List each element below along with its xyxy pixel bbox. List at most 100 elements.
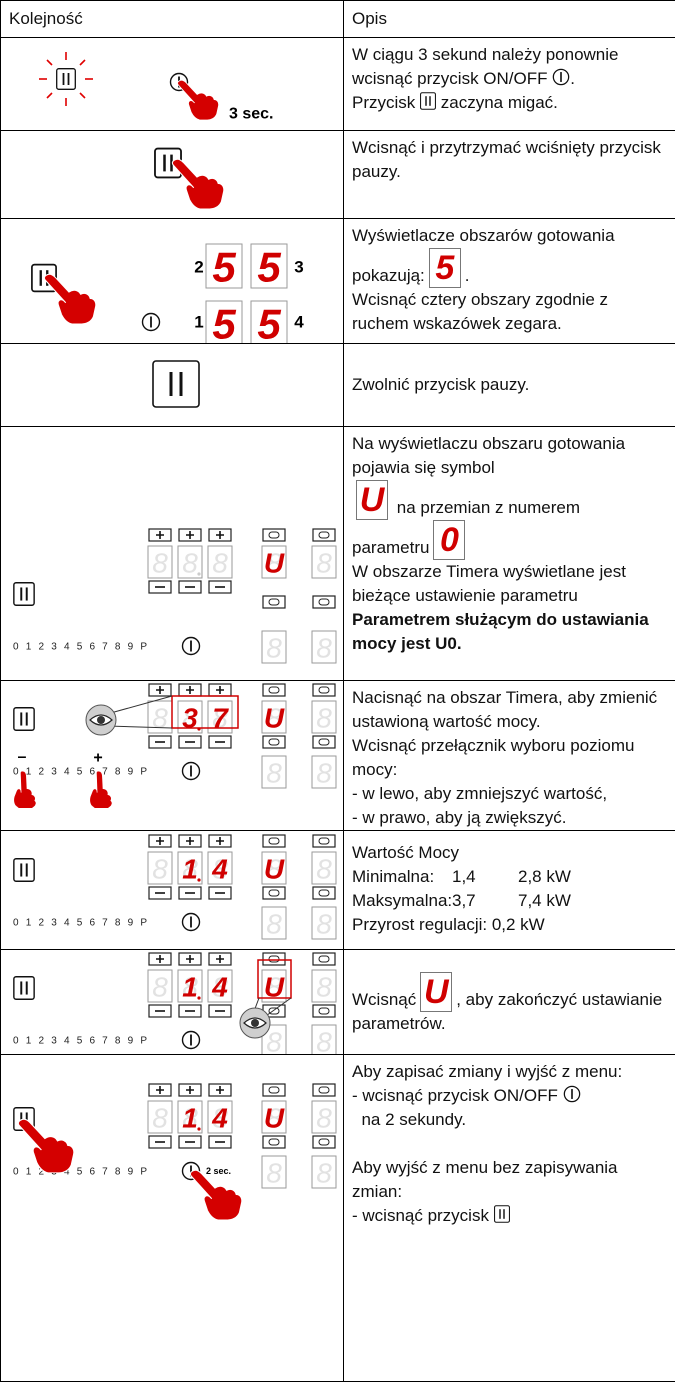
power-scale: 0 1 2 3 4 5 6 7 8 9 P	[13, 1167, 149, 1178]
display-icon: U	[420, 972, 452, 1012]
timer-button	[313, 596, 335, 608]
timer-button	[263, 835, 285, 847]
eye-icon	[251, 1019, 259, 1027]
description-cell: Wyświetlacze obszarów gotowania pokazują…	[344, 219, 675, 344]
description: Aby zapisać zmiany i wyjść z menu:	[352, 1062, 622, 1081]
display-ghost: 8	[316, 548, 332, 579]
description-cell: Wcisnąć i przytrzymać wciśnięty przycisk…	[344, 131, 675, 219]
timer-button	[313, 529, 335, 541]
hand	[18, 1119, 74, 1173]
description: Minimalna:	[352, 865, 452, 889]
display-ghost: 8	[182, 548, 198, 579]
duration-label: 3 sec.	[229, 106, 273, 123]
plus-label: +	[93, 750, 102, 767]
display-digit: 3	[182, 703, 198, 734]
onoff-button	[183, 1032, 200, 1049]
display-digit: 5	[257, 244, 281, 291]
timer-button	[313, 1005, 335, 1017]
display-ghost: 8	[152, 1103, 168, 1134]
zone-number: 1	[194, 313, 203, 332]
display-digit: 1	[182, 1103, 198, 1134]
description-cell: W ciągu 3 sekund należy ponownie wcisnąć…	[344, 38, 675, 131]
display-icon: 0	[433, 520, 465, 560]
timer-button	[263, 529, 285, 541]
description: Przycisk	[352, 93, 415, 112]
power-scale: 0 1 2 3 4 5 6 7 8 9 P	[13, 642, 149, 653]
timer-button	[263, 1136, 285, 1148]
description: Wartość Mocy	[352, 843, 459, 862]
timer-button	[263, 953, 285, 965]
description: Wcisnąć	[352, 990, 416, 1009]
description: - w lewo, aby zmniejszyć wartość,	[352, 784, 607, 803]
timer-button	[313, 736, 335, 748]
description: .	[570, 69, 575, 88]
hand	[44, 274, 95, 324]
minus-label: –	[18, 749, 27, 766]
illustration-cell: 3 sec.	[1, 38, 344, 131]
step-row: Wcisnąć i przytrzymać wciśnięty przycisk…	[1, 131, 675, 219]
timer-button	[263, 887, 285, 899]
decimal-point	[197, 996, 200, 999]
description: W ciągu 3 sekund należy ponownie wcisnąć…	[352, 45, 619, 88]
power-scale: 0 1 2 3 4 5 6 7 8 9 P	[13, 767, 149, 778]
description: Na wyświetlaczu obszaru gotowania pojawi…	[352, 434, 625, 477]
description: Wcisnąć przełącznik wyboru poziomu mocy:	[352, 736, 635, 779]
zone-number: 4	[294, 313, 304, 332]
display-ghost: 8	[266, 1027, 282, 1055]
illustration-cell	[1, 131, 344, 219]
display-digit: U	[264, 854, 285, 885]
header-text: Kolejność	[9, 9, 83, 28]
display-digit: 5	[257, 301, 281, 344]
pause-button	[14, 708, 34, 730]
pause-icon	[494, 1205, 510, 1223]
description: - wcisnąć przycisk ON/OFF	[352, 1086, 558, 1105]
step-row: 3 sec. W ciągu 3 sekund należy ponownie …	[1, 38, 675, 131]
description: Wyświetlacze obszarów gotowania pokazują…	[352, 226, 615, 285]
display-ghost: 8	[316, 1027, 332, 1055]
duration-label: 2 sec.	[206, 1166, 231, 1176]
display-icon: 5	[429, 248, 461, 288]
display-ghost: 8	[212, 548, 228, 579]
hand	[190, 1170, 241, 1220]
display-digit: 5	[212, 301, 236, 344]
display-ghost: 8	[266, 1158, 282, 1189]
description: - w prawo, aby ją zwiększyć.	[352, 808, 566, 827]
header-text: Opis	[352, 9, 387, 28]
timer-button	[263, 1084, 285, 1096]
description: 1,4	[452, 865, 518, 889]
description-cell: Aby zapisać zmiany i wyjść z menu: - wcis…	[344, 1055, 675, 1382]
display-ghost: 8	[316, 703, 332, 734]
description: Maksymalna:	[352, 889, 452, 913]
display-digit: 4	[211, 1103, 228, 1134]
description: na 2 sekundy.	[361, 1110, 466, 1129]
description-cell: Zwolnić przycisk pauzy.	[344, 344, 675, 427]
header-cell: Kolejność	[1, 1, 344, 38]
illustration: 3 sec.	[1, 38, 343, 130]
display-ghost: 8	[316, 758, 332, 789]
display-digit: 7	[212, 703, 229, 734]
pause-icon	[420, 92, 436, 110]
onoff-icon	[552, 68, 570, 86]
display-digit: U	[264, 1103, 285, 1134]
timer-button	[313, 953, 335, 965]
step-row: Zwolnić przycisk pauzy.	[1, 344, 675, 427]
display-digit: 1	[182, 972, 198, 1003]
display-ghost: 8	[316, 633, 332, 664]
timer-button	[263, 684, 285, 696]
decimal-point	[197, 572, 200, 575]
description: Przyrost regulacji: 0,2 kW	[352, 915, 545, 934]
pause-button	[14, 859, 34, 881]
